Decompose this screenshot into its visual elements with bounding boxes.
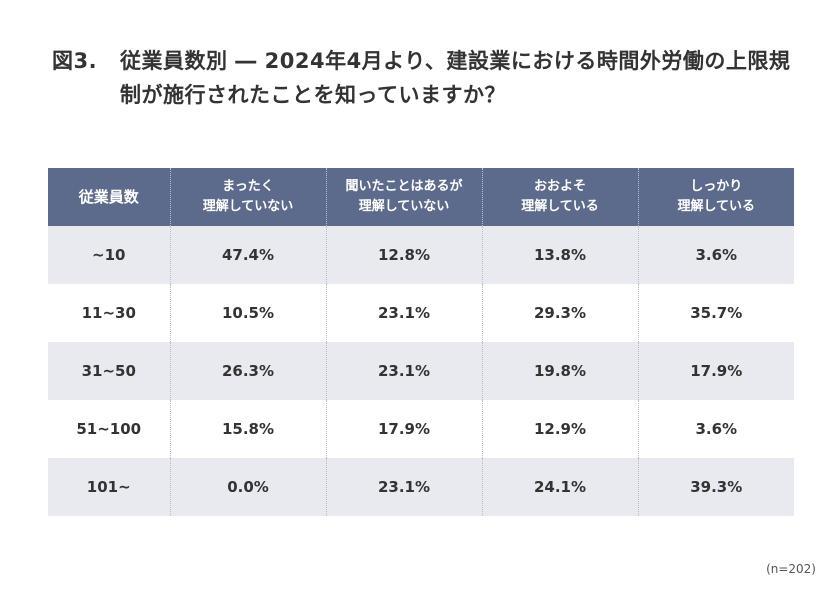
table-cell: 23.1% — [325, 458, 482, 516]
table-cell: 101~ — [48, 458, 170, 516]
table-cell: 15.8% — [169, 400, 326, 458]
table-row: 51~100 15.8% 17.9% 12.9% 3.6% — [48, 400, 794, 458]
table-row: 11~30 10.5% 23.1% 29.3% 35.7% — [48, 284, 794, 342]
table-cell: 10.5% — [169, 284, 326, 342]
table-cell: 35.7% — [637, 284, 794, 342]
table-cell: 26.3% — [169, 342, 326, 400]
table-row: ~10 47.4% 12.8% 13.8% 3.6% — [48, 226, 794, 284]
table-cell: 17.9% — [637, 342, 794, 400]
header-cell: 従業員数 — [48, 168, 170, 226]
table-row: 101~ 0.0% 23.1% 24.1% 39.3% — [48, 458, 794, 516]
header-cell: 聞いたことはあるが 理解していない — [325, 168, 482, 226]
header-line: まったく — [222, 179, 274, 194]
header-cell: おおよそ理解している — [481, 168, 638, 226]
figure-title: 図3. 従業員数別 ― 2024年4月より、建設業における時間外労働の上限規制が… — [52, 44, 795, 112]
table-cell: 51~100 — [48, 400, 170, 458]
header-line: 理解している — [521, 199, 599, 214]
header-line: 理解している — [677, 199, 756, 214]
table-cell: 3.6% — [637, 400, 794, 458]
table-cell: 39.3% — [637, 458, 794, 516]
table-cell: 47.4% — [169, 226, 326, 284]
table-cell: 19.8% — [481, 342, 638, 400]
data-table: 従業員数 まったく 理解していない 聞いたことはあるが 理解していない おおよそ 理解… — [48, 168, 794, 516]
table-cell: 31~50 — [48, 342, 170, 400]
header-line: 従業員数 — [78, 188, 139, 206]
header-line: 理解していない — [358, 199, 450, 214]
table-cell: 12.8% — [325, 226, 482, 284]
table-cell: 23.1% — [325, 284, 482, 342]
table-cell: 29.3% — [481, 284, 638, 342]
header-cell: しっかり理解している — [637, 168, 794, 226]
table-cell: 12.9% — [481, 400, 638, 458]
table-cell: 11~30 — [48, 284, 170, 342]
table-cell: 3.6% — [637, 226, 794, 284]
figure-label: 図3. — [52, 49, 98, 73]
table-cell: 0.0% — [169, 458, 326, 516]
table-cell: ~10 — [48, 226, 170, 284]
table-header-row: 従業員数 まったく 理解していない 聞いたことはあるが 理解していない おおよそ 理解… — [48, 168, 794, 226]
header-line: 聞いたことはあるが — [345, 179, 463, 194]
table-cell: 24.1% — [481, 458, 638, 516]
sample-size-note: (n=202) — [766, 562, 816, 576]
table-cell: 13.8% — [481, 226, 638, 284]
header-line: しっかり — [690, 179, 743, 194]
header-line: 理解していない — [202, 199, 294, 214]
header-line: おおよそ — [533, 179, 586, 194]
table-row: 31~50 26.3% 23.1% 19.8% 17.9% — [48, 342, 794, 400]
header-cell: まったく理解していない — [169, 168, 326, 226]
table-cell: 23.1% — [325, 342, 482, 400]
table-cell: 17.9% — [325, 400, 482, 458]
figure-title-text: 従業員数別 ― 2024年4月より、建設業における時間外労働の上限規制が施行され… — [120, 49, 791, 107]
